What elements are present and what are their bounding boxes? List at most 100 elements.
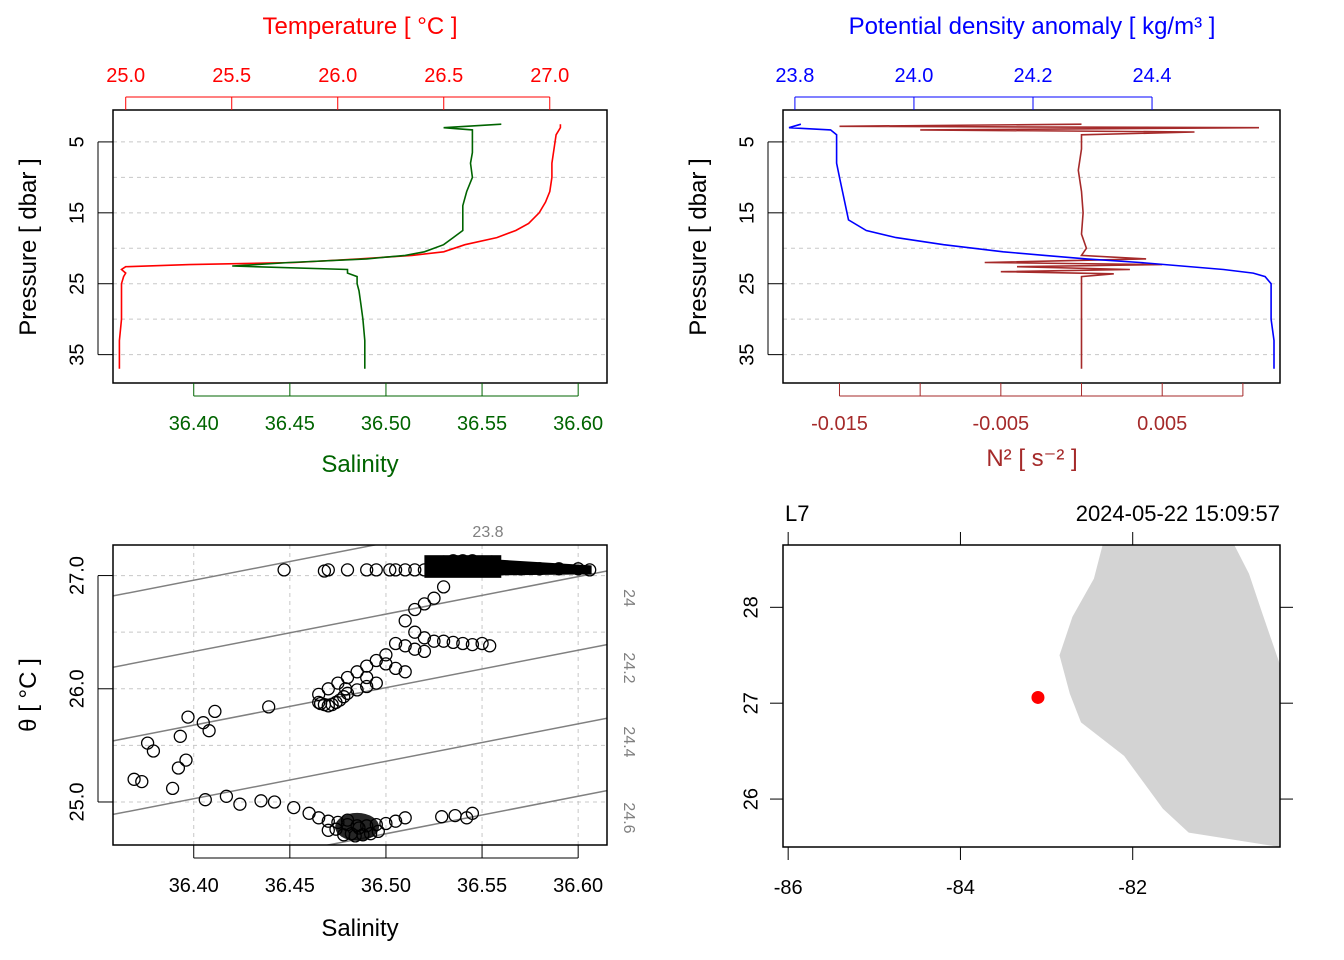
ts-point (287, 800, 301, 815)
ts-point (483, 639, 497, 653)
ts-point (146, 744, 161, 758)
ts-point (408, 625, 422, 639)
ts-point (379, 648, 393, 662)
n2-profile-line (839, 123, 1260, 369)
temperature-tick-label: 26.5 (424, 65, 463, 87)
density-axis-title: Potential density anomaly [ kg/m³ ] (849, 13, 1216, 40)
ts-point (277, 563, 291, 577)
ts-point (219, 789, 234, 803)
theta-tick-label: 25.0 (66, 783, 88, 822)
ts-point (408, 563, 422, 577)
salinity-tick-label: 36.45 (265, 413, 315, 435)
salinity-tick-label: 36.55 (457, 875, 507, 897)
ts-point (181, 710, 195, 724)
longitude-tick-label: -86 (774, 877, 803, 899)
ts-point (456, 636, 470, 651)
pressure-tick-label: 35 (736, 344, 758, 366)
longitude-tick-label: -84 (946, 877, 975, 899)
temperature-tick-label: 25.5 (212, 65, 251, 87)
ts-point (360, 679, 374, 694)
ts-point (408, 642, 422, 656)
ts-point (398, 639, 412, 653)
density-tick-label: 24.4 (1133, 65, 1172, 87)
density-tick-label: 24.0 (894, 65, 933, 87)
density-tick-label: 23.8 (775, 65, 814, 87)
theta-tick-label: 27.0 (66, 556, 88, 595)
density-profile-line (788, 123, 1275, 369)
ts-point (198, 793, 212, 807)
salinity-tick-label: 36.50 (361, 413, 411, 435)
pressure-tick-label: 25 (66, 273, 88, 295)
ts-point (338, 682, 353, 696)
ts-point (312, 687, 326, 702)
temperature-salinity-frame (112, 109, 608, 384)
isopycnal-label: 23.8 (472, 524, 503, 541)
isopycnal-line (113, 570, 607, 669)
station-timestamp: 2024-05-22 15:09:57 (1076, 501, 1280, 526)
n2-tick-label: 0.005 (1137, 413, 1187, 435)
salinity-profile-line (232, 123, 502, 369)
ts-point (127, 772, 141, 786)
ts-point (313, 696, 328, 711)
n2-tick-label: -0.015 (811, 413, 868, 435)
theta-axis-title: θ [ °C ] (15, 658, 42, 732)
ts-dense-cluster-deep (335, 812, 380, 841)
temperature-profile-line (118, 124, 562, 369)
pressure-tick-label: 25 (736, 273, 758, 295)
temperature-tick-label: 27.0 (530, 65, 569, 87)
isopycnal-label: 24.2 (620, 652, 637, 683)
pressure-axis-title: Pressure [ dbar ] (685, 158, 712, 335)
ts-point (436, 634, 451, 648)
ts-point (388, 563, 403, 577)
ts-point (360, 563, 374, 577)
salinity-tick-label: 36.60 (553, 413, 603, 435)
ts-point (427, 591, 441, 605)
latitude-tick-label: 27 (740, 692, 762, 714)
ts-point (321, 814, 335, 828)
ts-point (398, 665, 412, 679)
pressure-tick-label: 15 (736, 202, 758, 224)
ts-point (350, 665, 364, 679)
ts-point (369, 653, 383, 668)
map-frame (782, 544, 1281, 848)
map-area (1031, 545, 1280, 847)
ts-point (173, 729, 187, 743)
isopycnal-label: 24.6 (620, 802, 637, 833)
ts-point (179, 753, 193, 767)
ts-point (171, 761, 186, 775)
isopycnal-line (113, 545, 379, 597)
ts-point (388, 814, 403, 828)
latitude-tick-label: 28 (740, 596, 762, 618)
isopycnal-line (113, 643, 607, 742)
isopycnal-label: 24.4 (620, 726, 637, 757)
temperature-salinity-profile-panel: 25.0 25.5 26.0 26.5 27.0 Temperature [ °C ] 36… (15, 13, 608, 478)
station-map-panel: -86 -84 -82 26 27 28 L7 2024-05-22 15:09:57 (740, 501, 1293, 899)
temperature-tick-label: 26.0 (318, 65, 357, 87)
ts-point (312, 695, 326, 710)
salinity-tick-label: 36.55 (457, 413, 507, 435)
ts-point (312, 811, 326, 825)
ts-point (233, 797, 247, 811)
salinity-tick-label: 36.45 (265, 875, 315, 897)
salinity-tick-label: 36.40 (169, 413, 219, 435)
pressure-tick-label: 15 (66, 202, 88, 224)
pressure-axis-title: Pressure [ dbar ] (15, 158, 42, 335)
ts-point (417, 597, 432, 611)
ts-point (321, 682, 335, 696)
ts-dense-cluster-mixed-layer (424, 555, 502, 578)
isopycnal-label: 24 (620, 589, 637, 607)
temperature-axis-title: Temperature [ °C ] (263, 13, 458, 40)
ts-point (408, 602, 422, 617)
ts-point (388, 661, 403, 676)
salinity-axis-title: Salinity (321, 451, 398, 478)
ts-point (475, 636, 489, 651)
ts-point (140, 736, 155, 750)
salinity-tick-label: 36.60 (553, 875, 603, 897)
ts-frame (112, 544, 608, 846)
ts-point (446, 635, 460, 650)
ts-point (417, 631, 432, 645)
station-name: L7 (785, 501, 809, 526)
ts-point (388, 636, 403, 651)
ts-plot-area (113, 545, 607, 845)
ts-point (333, 693, 347, 707)
